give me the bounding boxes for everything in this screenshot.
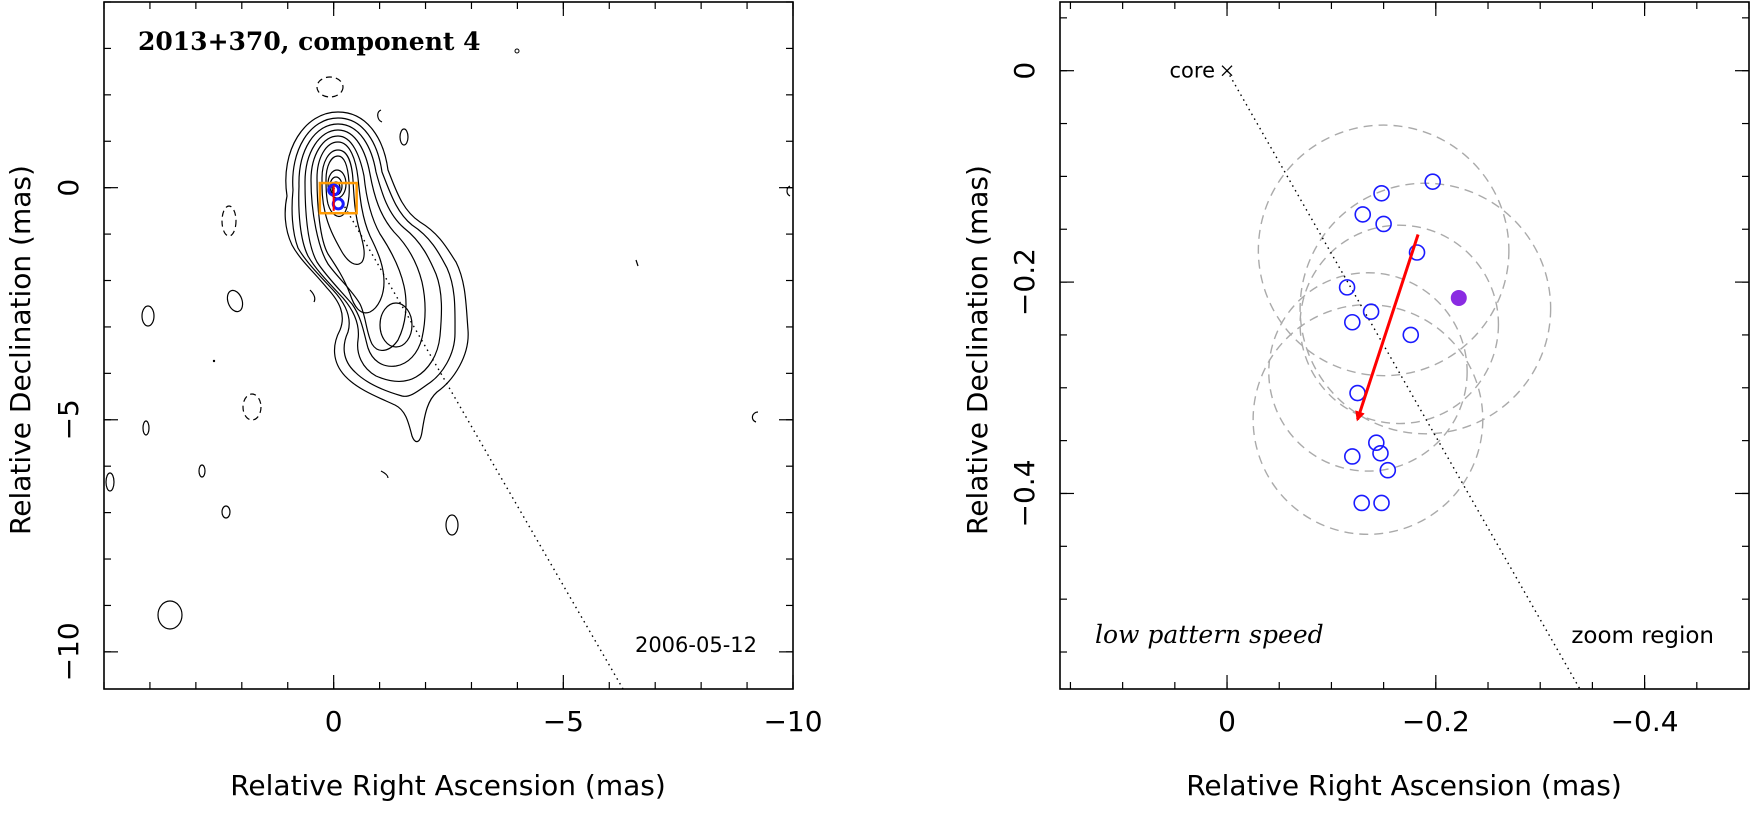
- uncertainty-circle: [1268, 272, 1468, 472]
- position-point: [1379, 461, 1397, 479]
- position-point: [1362, 303, 1380, 320]
- position-point: [1368, 434, 1385, 452]
- contour-level-5: [310, 135, 407, 351]
- isolated-contour: [198, 464, 206, 478]
- y-tick-label: −10: [52, 622, 85, 681]
- isolated-contour: [221, 505, 231, 519]
- isolated-contour: [445, 514, 459, 536]
- y-tick-label: 0: [1008, 62, 1041, 80]
- isolated-contour: [377, 109, 383, 123]
- left-date-label: 2006-05-12: [635, 633, 757, 657]
- isolated-contour: [226, 289, 244, 313]
- contour-level-6: [316, 141, 385, 314]
- contour-map: [105, 76, 791, 689]
- isolated-contour: [635, 259, 639, 267]
- right-y-axis-label: Relative Declination (mas): [961, 165, 994, 535]
- component-marker: [331, 197, 345, 211]
- position-point: [1338, 279, 1356, 296]
- zoom-region-label: zoom region: [1571, 623, 1714, 649]
- isolated-contour: [141, 305, 155, 327]
- isolated-contour: [309, 289, 316, 303]
- annotation-low-pattern-speed: low pattern speed: [1095, 620, 1324, 649]
- isolated-contour: [399, 128, 409, 146]
- contour-level-8: [325, 155, 350, 217]
- contour-level-2: [291, 117, 456, 397]
- uncertainty-circle: [1257, 124, 1510, 377]
- left-x-axis-label: Relative Right Ascension (mas): [230, 769, 666, 802]
- contour-level-4: [304, 129, 426, 367]
- negative-contour: [221, 205, 237, 237]
- right-axis-ticks: [1060, 2, 1750, 689]
- x-tick-label: 0: [1218, 705, 1236, 738]
- position-point: [1353, 494, 1370, 512]
- isolated-contour: [380, 470, 389, 479]
- right-panel: 0 −0.2 −0.4 0 −0.2 −0.4 core low pattern spee…: [961, 1, 1750, 802]
- motion-arrow: [1355, 234, 1420, 422]
- x-tick-label: −10: [763, 705, 822, 738]
- right-x-axis-label: Relative Right Ascension (mas): [1186, 769, 1622, 802]
- mean-position-marker: [1450, 289, 1467, 306]
- zoom-region-box: [318, 181, 358, 215]
- right-plot-frame: [1059, 1, 1750, 690]
- jet-axis-line: [1226, 70, 1581, 689]
- uncertainty-circle: [1299, 224, 1500, 425]
- x-tick-label: −0.2: [1402, 705, 1470, 738]
- position-point: [1375, 215, 1392, 233]
- contour-secondary-peak: [379, 302, 413, 348]
- position-point: [1424, 173, 1441, 190]
- position-point: [1373, 185, 1390, 202]
- x-tick-label: 0: [325, 705, 343, 738]
- component-markers: [318, 181, 358, 215]
- isolated-contour: [142, 420, 150, 436]
- left-tick-labels: 0 −5 −10 0 −5 −10: [52, 179, 823, 738]
- left-panel: 0 −5 −10 0 −5 −10: [4, 1, 823, 802]
- isolated-contour: [212, 359, 216, 363]
- isolated-contour: [105, 472, 115, 492]
- isolated-contour: [786, 185, 791, 197]
- negative-contour: [316, 76, 344, 98]
- negative-contour: [242, 393, 262, 421]
- y-tick-label: −0.2: [1008, 248, 1041, 316]
- left-axis-ticks: [103, 1, 794, 689]
- position-point: [1344, 313, 1361, 331]
- title-dot: [514, 48, 520, 54]
- core-label: core: [1170, 59, 1216, 83]
- contour-level-1: [284, 111, 469, 443]
- position-point: [1408, 244, 1426, 261]
- position-point: [1402, 326, 1420, 344]
- y-tick-label: 0: [52, 179, 85, 197]
- x-tick-label: −0.4: [1611, 705, 1679, 738]
- left-y-axis-label: Relative Declination (mas): [4, 165, 37, 535]
- x-tick-label: −5: [543, 705, 584, 738]
- position-point: [1354, 206, 1372, 223]
- position-point: [1372, 445, 1389, 462]
- left-plot-frame: [103, 1, 794, 690]
- y-tick-label: −5: [52, 399, 85, 440]
- contour-level-7: [321, 149, 365, 265]
- position-point: [1373, 494, 1390, 512]
- isolated-contour: [157, 600, 183, 630]
- jet-axis-line: [333, 187, 624, 689]
- contour-level-3: [298, 123, 443, 382]
- position-point: [1349, 384, 1366, 402]
- component-positions: [1338, 173, 1441, 512]
- right-tick-labels: 0 −0.2 −0.4 0 −0.2 −0.4: [1008, 62, 1679, 738]
- position-point: [1344, 448, 1361, 465]
- y-tick-label: −0.4: [1008, 459, 1041, 527]
- isolated-contour: [751, 411, 759, 423]
- uncertainty-circles: [1252, 124, 1552, 536]
- left-chart-title: 2013+370, component 4: [138, 27, 481, 56]
- core-marker: [1221, 65, 1233, 77]
